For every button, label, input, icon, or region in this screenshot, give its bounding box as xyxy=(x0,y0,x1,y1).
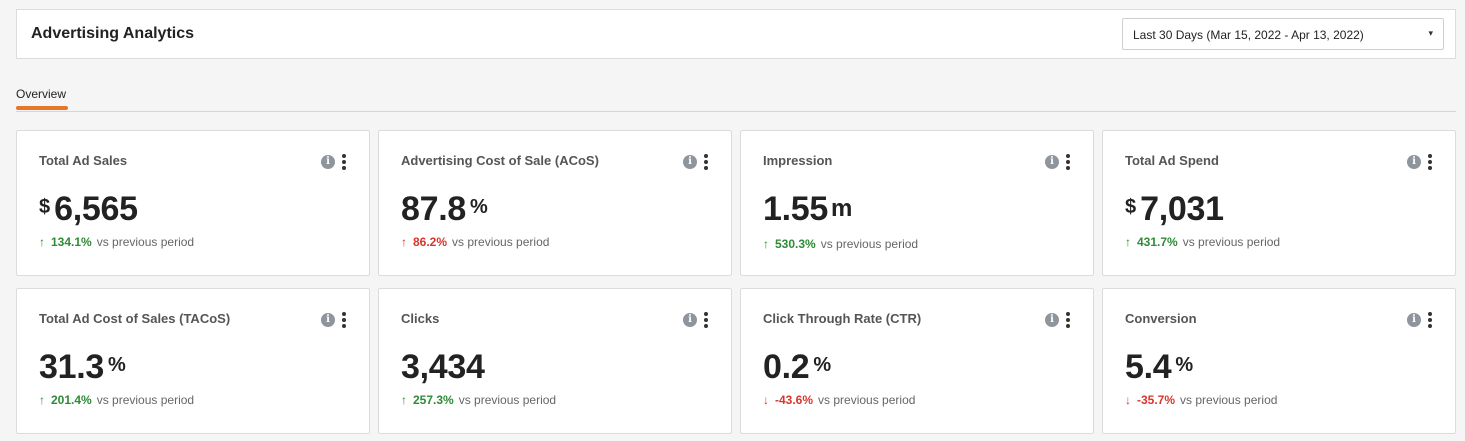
metric-value: 5.4 % xyxy=(1125,347,1193,387)
metric-number: 6,565 xyxy=(54,190,138,228)
more-vertical-icon[interactable] xyxy=(701,153,711,171)
info-icon[interactable]: i xyxy=(1045,313,1059,327)
metric-label: Click Through Rate (CTR) xyxy=(763,311,922,326)
metric-card: Advertising Cost of Sale (ACoS) i 87.8 %… xyxy=(378,130,732,276)
metric-value: $ 6,565 xyxy=(39,189,138,229)
metric-label: Total Ad Spend xyxy=(1125,153,1219,168)
change-percent: 134.1% xyxy=(51,235,92,249)
metric-value: 0.2 % xyxy=(763,347,831,387)
metric-card: Clicks i 3,434 ↑ 257.3% vs previous peri… xyxy=(378,288,732,434)
metric-change: ↑ 431.7% vs previous period xyxy=(1125,235,1280,249)
info-icon[interactable]: i xyxy=(1045,155,1059,169)
metric-number: 87.8 xyxy=(401,190,466,228)
more-vertical-icon[interactable] xyxy=(1063,153,1073,171)
more-vertical-icon[interactable] xyxy=(701,311,711,329)
metric-suffix: % xyxy=(107,354,126,376)
metric-value: 87.8 % xyxy=(401,189,488,229)
change-percent: 257.3% xyxy=(413,393,454,407)
metric-suffix: % xyxy=(469,196,488,218)
change-caption: vs previous period xyxy=(96,235,195,249)
metric-value: 3,434 xyxy=(401,347,485,387)
metric-change: ↓ -35.7% vs previous period xyxy=(1125,393,1277,407)
metric-label: Conversion xyxy=(1125,311,1197,326)
more-vertical-icon[interactable] xyxy=(1425,311,1435,329)
metric-card: Click Through Rate (CTR) i 0.2 % ↓ -43.6… xyxy=(740,288,1094,434)
info-icon[interactable]: i xyxy=(1407,155,1421,169)
metric-change: ↑ 257.3% vs previous period xyxy=(401,393,556,407)
metric-label: Clicks xyxy=(401,311,440,326)
metric-change: ↑ 86.2% vs previous period xyxy=(401,235,549,249)
metric-prefix: $ xyxy=(1125,196,1137,218)
metric-card: Total Ad Spend i $ 7,031 ↑ 431.7% vs pre… xyxy=(1102,130,1456,276)
metric-card: Conversion i 5.4 % ↓ -35.7% vs previous … xyxy=(1102,288,1456,434)
metric-card: Total Ad Sales i $ 6,565 ↑ 134.1% vs pre… xyxy=(16,130,370,276)
more-vertical-icon[interactable] xyxy=(1425,153,1435,171)
arrow-up-icon: ↑ xyxy=(1125,235,1131,249)
change-percent: 530.3% xyxy=(775,237,816,251)
change-percent: 86.2% xyxy=(413,235,448,249)
tab-active-indicator xyxy=(16,106,68,110)
metrics-grid: Total Ad Sales i $ 6,565 ↑ 134.1% vs pre… xyxy=(16,130,1456,434)
change-percent: -35.7% xyxy=(1137,393,1176,407)
metric-value: 31.3 % xyxy=(39,347,126,387)
change-caption: vs previous period xyxy=(1182,235,1281,249)
metric-number: 7,031 xyxy=(1140,190,1224,228)
metric-label: Total Ad Sales xyxy=(39,153,128,168)
metric-prefix: $ xyxy=(39,196,51,218)
metric-suffix: m xyxy=(830,195,853,222)
more-vertical-icon[interactable] xyxy=(1063,311,1073,329)
date-range-select[interactable]: Last 30 Days (Mar 15, 2022 - Apr 13, 202… xyxy=(1122,18,1444,50)
info-icon[interactable]: i xyxy=(321,155,335,169)
more-vertical-icon[interactable] xyxy=(339,153,349,171)
tab-bar: Overview xyxy=(16,86,1456,112)
metric-change: ↑ 201.4% vs previous period xyxy=(39,393,194,407)
arrow-up-icon: ↑ xyxy=(401,235,407,249)
arrow-up-icon: ↑ xyxy=(401,393,407,407)
metric-number: 0.2 xyxy=(763,348,810,386)
arrow-down-icon: ↓ xyxy=(763,393,769,407)
arrow-up-icon: ↑ xyxy=(39,235,45,249)
date-range-value: Last 30 Days (Mar 15, 2022 - Apr 13, 202… xyxy=(1133,28,1364,42)
metric-number: 1.55 xyxy=(763,190,828,228)
metric-card: Total Ad Cost of Sales (TACoS) i 31.3 % … xyxy=(16,288,370,434)
change-caption: vs previous period xyxy=(458,393,557,407)
metric-change: ↑ 134.1% vs previous period xyxy=(39,235,194,249)
metric-label: Total Ad Cost of Sales (TACoS) xyxy=(39,311,231,326)
metric-change: ↓ -43.6% vs previous period xyxy=(763,393,915,407)
page-header: Advertising Analytics Last 30 Days (Mar … xyxy=(16,9,1456,59)
metric-card: Impression i 1.55 m ↑ 530.3% vs previous… xyxy=(740,130,1094,276)
chevron-down-icon: ▾ xyxy=(1428,28,1433,38)
change-caption: vs previous period xyxy=(820,237,919,251)
metric-label: Impression xyxy=(763,153,833,168)
arrow-up-icon: ↑ xyxy=(763,237,769,251)
info-icon[interactable]: i xyxy=(1407,313,1421,327)
change-percent: -43.6% xyxy=(775,393,814,407)
change-percent: 201.4% xyxy=(51,393,92,407)
change-caption: vs previous period xyxy=(1180,393,1278,407)
metric-value: $ 7,031 xyxy=(1125,189,1224,229)
info-icon[interactable]: i xyxy=(321,313,335,327)
change-caption: vs previous period xyxy=(96,393,195,407)
info-icon[interactable]: i xyxy=(683,313,697,327)
metric-suffix: % xyxy=(1175,354,1194,376)
metric-number: 31.3 xyxy=(39,348,104,386)
metric-number: 5.4 xyxy=(1125,348,1172,386)
metric-label: Advertising Cost of Sale (ACoS) xyxy=(401,153,599,168)
more-vertical-icon[interactable] xyxy=(339,311,349,329)
info-icon[interactable]: i xyxy=(683,155,697,169)
change-percent: 431.7% xyxy=(1137,235,1178,249)
page-title: Advertising Analytics xyxy=(31,25,195,42)
metric-change: ↑ 530.3% vs previous period xyxy=(763,237,918,251)
metric-value: 1.55 m xyxy=(763,189,852,229)
change-caption: vs previous period xyxy=(452,235,550,249)
change-caption: vs previous period xyxy=(818,393,916,407)
metric-number: 3,434 xyxy=(401,348,485,386)
tab-overview[interactable]: Overview xyxy=(16,87,67,101)
arrow-down-icon: ↓ xyxy=(1125,393,1131,407)
metric-suffix: % xyxy=(813,354,832,376)
arrow-up-icon: ↑ xyxy=(39,393,45,407)
